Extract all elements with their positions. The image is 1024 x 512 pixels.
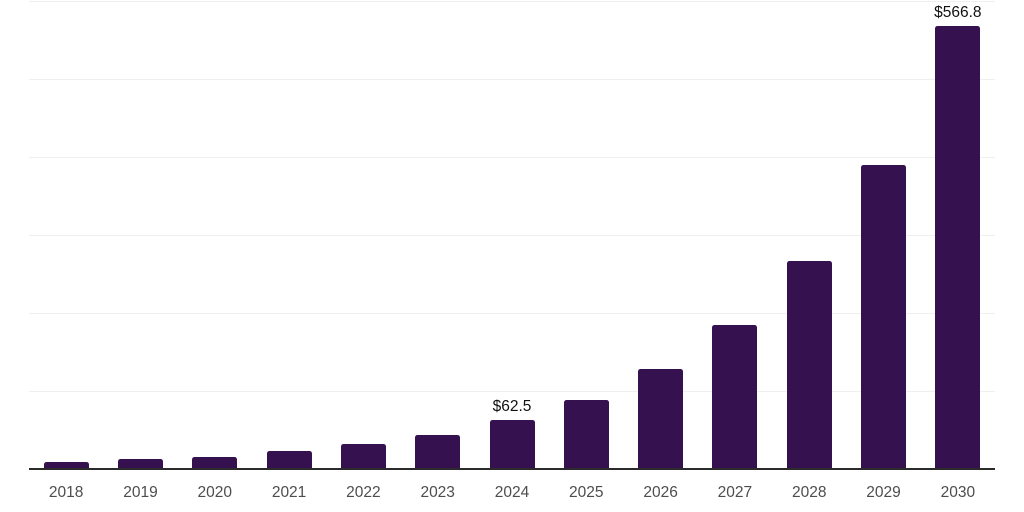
x-tick-label: 2022 [346,484,381,501]
bar-2024 [489,420,535,469]
x-tick-label: 2023 [420,484,455,501]
value-label-2030: $566.8 [934,3,982,21]
x-tick-label: 2024 [494,484,530,501]
x-axis-labels: 2018 2019 2020 2021 2022 2023 2024 2025 2026 2027… [29,484,995,504]
bar-2025 [563,399,609,469]
gridline [29,313,995,315]
value-label-2024: $62.5 [492,398,532,416]
plot-area: $62.5 $566.8 [29,0,995,470]
gridline [29,391,995,393]
x-tick-label: 2021 [271,484,307,501]
bar-2021 [266,451,312,469]
bar-2029 [861,165,907,469]
bar-2030 [935,25,981,469]
gridline [29,235,995,236]
bar-2020 [192,456,238,469]
bar-2018 [43,461,89,469]
gridline [29,156,995,158]
x-axis-line [29,468,995,470]
bar-2019 [117,458,163,469]
x-tick-label: 2025 [569,484,604,501]
bar-2022 [340,444,386,469]
x-tick-label: 2019 [123,484,158,501]
x-tick-label: 2029 [866,484,901,501]
x-tick-label: 2030 [940,484,976,501]
bar-2028 [786,260,832,469]
x-tick-label: 2020 [197,484,233,501]
gridline [29,78,995,80]
bar-2026 [638,368,684,469]
x-tick-label: 2027 [717,484,753,501]
x-tick-label: 2026 [643,484,678,501]
bar-2027 [712,324,758,469]
x-tick-label: 2018 [48,484,84,501]
bar-2023 [415,434,461,469]
gridline [29,0,995,2]
x-tick-label: 2028 [791,484,827,501]
